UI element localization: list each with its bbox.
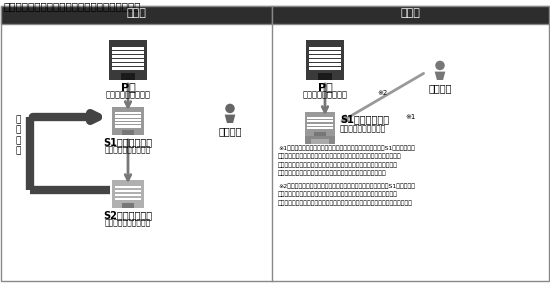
Bar — [314, 132, 326, 136]
Text: 少数株主: 少数株主 — [428, 83, 452, 93]
Text: 込資本として処理する（すなわち、のれん（負ののれん）は発生させない。）。: 込資本として処理する（すなわち、のれん（負ののれん）は発生させない。）。 — [278, 200, 413, 206]
Text: の差額を、抱合せ株式消滅差損益（特別損益）として処理する。: の差額を、抱合せ株式消滅差損益（特別損益）として処理する。 — [278, 170, 387, 176]
Text: 務諸表上の帳簿価額を基礎とした孫会社の株主資本の額の持分相当額と、: 務諸表上の帳簿価額を基礎とした孫会社の株主資本の額の持分相当額と、 — [278, 153, 402, 159]
Bar — [309, 67, 341, 70]
Bar — [114, 190, 141, 192]
Text: S1社（子会社）: S1社（子会社） — [103, 137, 152, 147]
Bar — [109, 40, 147, 80]
Bar — [112, 46, 144, 50]
Text: S1社（子会社）: S1社（子会社） — [340, 114, 389, 124]
Bar — [306, 40, 344, 80]
Bar — [309, 51, 341, 54]
Text: （最上位の親会社）: （最上位の親会社） — [106, 90, 151, 99]
Bar — [318, 73, 332, 80]
Bar — [1, 6, 272, 24]
Bar — [112, 51, 144, 54]
Bar — [112, 59, 144, 62]
Bar — [112, 180, 144, 208]
Bar — [114, 125, 141, 128]
Bar — [114, 122, 141, 124]
Bar — [307, 127, 333, 129]
Bar — [309, 59, 341, 62]
Text: P社: P社 — [318, 82, 332, 92]
Text: （最上位の親会社）: （最上位の親会社） — [302, 90, 348, 99]
Bar — [121, 73, 135, 80]
Bar — [311, 139, 329, 144]
Polygon shape — [225, 115, 235, 123]
Text: 合併直前に保有していた孫会社株式（抱合せ株式）の適正な帳簿価額と: 合併直前に保有していた孫会社株式（抱合せ株式）の適正な帳簿価額と — [278, 162, 398, 167]
Text: 〔吸収合併消滅会社〕: 〔吸収合併消滅会社〕 — [105, 218, 151, 227]
Text: ※2: ※2 — [377, 90, 387, 96]
Bar — [305, 112, 335, 136]
Bar — [307, 120, 333, 122]
Bar — [114, 119, 141, 121]
Text: 財務諸表上の帳簿価額を基礎として処理し、少数株主持分の相当額を払: 財務諸表上の帳簿価額を基礎として処理し、少数株主持分の相当額を払 — [278, 192, 398, 197]
Bar — [122, 130, 134, 135]
Text: ※1：最上位の親会社とその子会社との合併に準じ、子会社（S1社）の連結財: ※1：最上位の親会社とその子会社との合併に準じ、子会社（S1社）の連結財 — [278, 145, 415, 150]
Text: S2社（孫会社）: S2社（孫会社） — [103, 210, 152, 220]
Text: P社: P社 — [120, 82, 135, 92]
Bar — [307, 117, 333, 119]
Bar — [309, 46, 341, 50]
Bar — [114, 115, 141, 118]
Bar — [112, 67, 144, 70]
Bar — [112, 107, 144, 135]
Bar — [114, 186, 141, 188]
Text: 少数株主: 少数株主 — [218, 126, 242, 136]
Text: ※1: ※1 — [405, 114, 415, 120]
Circle shape — [226, 104, 235, 113]
Bar — [305, 136, 335, 144]
Text: 【図表１】　子会社が孫会社を吸収合併する場合: 【図表１】 子会社が孫会社を吸収合併する場合 — [4, 1, 141, 11]
Bar — [112, 55, 144, 58]
Bar — [114, 194, 141, 196]
Bar — [309, 55, 341, 58]
Polygon shape — [434, 72, 446, 80]
Text: 〔吸収合併存続会社〕: 〔吸収合併存続会社〕 — [105, 145, 151, 154]
Text: 〔吸収合併存続会社〕: 〔吸収合併存続会社〕 — [340, 124, 386, 133]
Text: 合併後: 合併後 — [400, 8, 420, 18]
Bar — [309, 63, 341, 66]
Bar — [114, 112, 141, 114]
Text: ※2：孫会社株式を少数株主から追加取得する取引は、子会社（S1社）の連結: ※2：孫会社株式を少数株主から追加取得する取引は、子会社（S1社）の連結 — [278, 183, 415, 189]
Text: 吸
収
合
併: 吸 収 合 併 — [15, 115, 21, 156]
Bar — [112, 63, 144, 66]
Bar — [307, 124, 333, 126]
Circle shape — [435, 61, 445, 70]
Bar — [272, 6, 549, 24]
Bar — [114, 198, 141, 200]
Text: 合併前: 合併前 — [126, 8, 146, 18]
Bar — [122, 203, 134, 208]
